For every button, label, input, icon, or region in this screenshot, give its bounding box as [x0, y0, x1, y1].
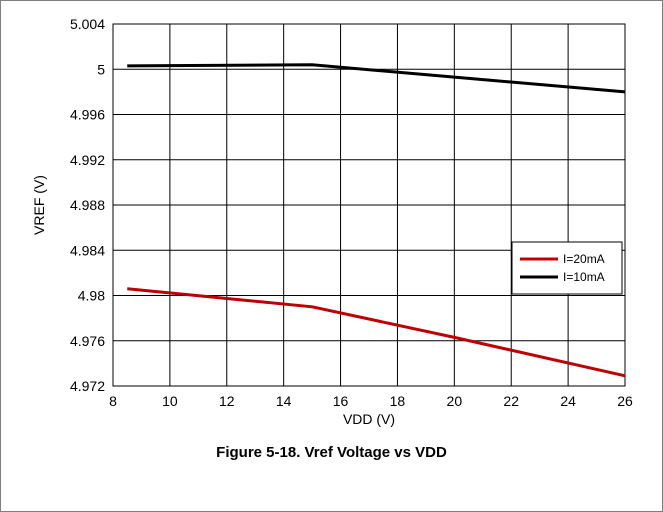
- y-tick-label: 4.992: [70, 152, 105, 168]
- x-tick-label: 24: [560, 393, 576, 409]
- legend-label: I=10mA: [563, 270, 605, 284]
- legend-box: [511, 241, 623, 295]
- y-tick-label: 4.988: [70, 197, 105, 213]
- y-tick-label: 4.98: [78, 288, 105, 304]
- x-tick-label: 18: [390, 393, 406, 409]
- x-tick-label: 16: [333, 393, 349, 409]
- y-tick-labels: 4.972 4.976 4.98 4.984 4.988 4.992 4.996 5 5.004: [70, 16, 105, 394]
- figure-caption: Figure 5-18. Vref Voltage vs VDD: [216, 444, 447, 461]
- grid: [112, 23, 626, 387]
- x-tick-label: 8: [109, 393, 117, 409]
- x-tick-label: 26: [617, 393, 633, 409]
- y-axis-label: VREF (V): [31, 175, 47, 235]
- x-tick-label: 20: [447, 393, 463, 409]
- x-tick-labels: 8 10 12 14 16 18 20 22 24 26: [109, 393, 633, 409]
- y-tick-label: 5.004: [70, 16, 105, 32]
- y-tick-label: 5: [97, 61, 105, 77]
- y-tick-label: 4.996: [70, 107, 105, 123]
- series-line-i-10ma: [127, 63, 626, 94]
- series-line-i-20ma: [127, 287, 626, 378]
- y-tick-label: 4.984: [70, 242, 105, 258]
- x-tick-label: 22: [503, 393, 519, 409]
- x-axis-label: VDD (V): [343, 411, 395, 427]
- legend: I=20mA I=10mA: [511, 241, 623, 295]
- series-layer: [127, 63, 626, 378]
- x-tick-label: 10: [162, 393, 178, 409]
- x-tick-label: 14: [276, 393, 292, 409]
- y-tick-label: 4.976: [70, 333, 105, 349]
- x-tick-label: 12: [219, 393, 235, 409]
- legend-label: I=20mA: [563, 252, 605, 266]
- y-tick-label: 4.972: [70, 378, 105, 394]
